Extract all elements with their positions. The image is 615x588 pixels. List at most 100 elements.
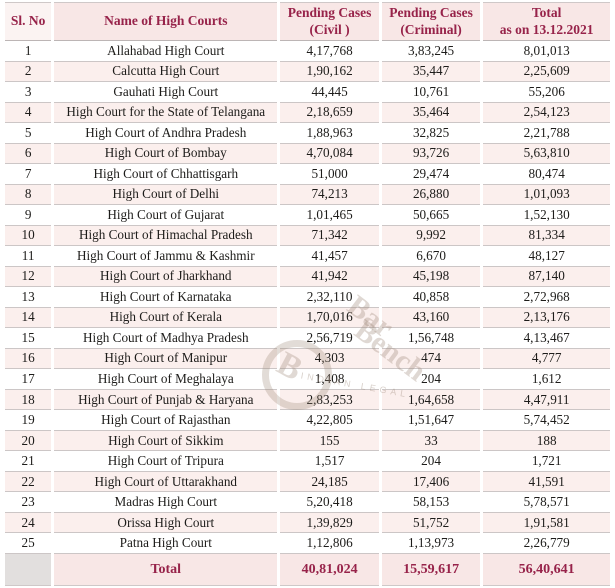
cell-sl-no: 21 (5, 451, 52, 472)
table-row: 25 Patna High Court 1,12,806 1,13,973 2,26,7… (5, 533, 610, 554)
cell-court-name: High Court of Jammu & Kashmir (54, 246, 278, 267)
header-row: Sl. No Name of High Courts Pending Cases… (5, 2, 610, 41)
cell-civil: 41,457 (280, 246, 379, 267)
total-label: Total (54, 554, 278, 586)
cell-civil: 44,445 (280, 82, 379, 103)
cell-court-name: High Court of Madhya Pradesh (54, 328, 278, 349)
cell-court-name: High Court of Bombay (54, 143, 278, 165)
cell-civil: 1,408 (280, 369, 379, 390)
cell-total: 2,25,609 (483, 61, 610, 83)
col-header-sl-no-label: Sl. No (10, 13, 46, 29)
cell-criminal: 51,752 (381, 512, 481, 534)
cell-court-name: High Court of Uttarakhand (54, 471, 278, 493)
total-civil-value: 40,81,024 (280, 554, 379, 586)
cell-criminal: 45,198 (381, 266, 481, 288)
cell-criminal: 58,153 (381, 492, 481, 513)
cell-sl-no: 1 (5, 41, 52, 62)
cell-civil: 51,000 (280, 164, 379, 185)
cell-civil: 2,56,719 (280, 328, 379, 349)
cell-civil: 1,90,162 (280, 61, 379, 83)
table-row: 16 High Court of Manipur 4,303 474 4,777 (5, 348, 610, 370)
table-row: 3 Gauhati High Court 44,445 10,761 55,206 (5, 82, 610, 103)
cell-court-name: High Court of Rajasthan (54, 410, 278, 431)
cell-criminal: 474 (381, 348, 481, 370)
cell-court-name: High Court of Meghalaya (54, 369, 278, 390)
cell-total: 2,54,123 (483, 102, 610, 124)
col-header-total: Total as on 13.12.2021 (483, 2, 610, 41)
cell-criminal: 10,761 (381, 82, 481, 103)
table-row: 10 High Court of Himachal Pradesh 71,342 9,… (5, 225, 610, 247)
cell-total: 5,74,452 (483, 410, 610, 431)
cell-court-name: Patna High Court (54, 533, 278, 554)
cell-civil: 41,942 (280, 266, 379, 288)
col-header-pending-criminal: Pending Cases (Criminal) (381, 2, 481, 41)
cell-sl-no: 23 (5, 492, 52, 513)
cell-civil: 24,185 (280, 471, 379, 493)
cell-criminal: 17,406 (381, 471, 481, 493)
cell-total: 87,140 (483, 266, 610, 288)
cell-sl-no: 18 (5, 389, 52, 411)
cell-civil: 1,12,806 (280, 533, 379, 554)
cell-sl-no: 11 (5, 246, 52, 267)
cell-sl-no: 10 (5, 225, 52, 247)
cell-total: 41,591 (483, 471, 610, 493)
cell-sl-no: 3 (5, 82, 52, 103)
cell-criminal: 35,464 (381, 102, 481, 124)
cell-court-name: High Court of Tripura (54, 451, 278, 472)
cell-court-name: Orissa High Court (54, 512, 278, 534)
cell-court-name: High Court of Chhattisgarh (54, 164, 278, 185)
cell-sl-no: 2 (5, 61, 52, 83)
table-row: 17 High Court of Meghalaya 1,408 204 1,612 (5, 369, 610, 390)
cell-sl-no: 17 (5, 369, 52, 390)
cell-court-name: High Court of Manipur (54, 348, 278, 370)
cell-total: 1,91,581 (483, 512, 610, 534)
cell-criminal: 29,474 (381, 164, 481, 185)
table-row: 11 High Court of Jammu & Kashmir 41,457 6,6… (5, 246, 610, 267)
cell-civil: 4,22,805 (280, 410, 379, 431)
cell-total: 8,01,013 (483, 41, 610, 62)
total-row: Total 40,81,024 15,59,617 56,40,641 (5, 554, 610, 586)
table-row: 13 High Court of Karnataka 2,32,110 40,858 2… (5, 287, 610, 308)
cell-court-name: Allahabad High Court (54, 41, 278, 62)
cell-total: 55,206 (483, 82, 610, 103)
cell-sl-no: 5 (5, 123, 52, 144)
cell-total: 2,13,176 (483, 307, 610, 329)
table-row: 23 Madras High Court 5,20,418 58,153 5,78,57… (5, 492, 610, 513)
cell-sl-no: 25 (5, 533, 52, 554)
cell-sl-no: 24 (5, 512, 52, 534)
cell-civil: 71,342 (280, 225, 379, 247)
cell-civil: 1,01,465 (280, 205, 379, 226)
col-header-pending-civil: Pending Cases (Civil ) (280, 2, 379, 41)
col-header-sl-no: Sl. No (5, 2, 52, 41)
cell-civil: 155 (280, 430, 379, 452)
cell-sl-no: 20 (5, 430, 52, 452)
table-row: 15 High Court of Madhya Pradesh 2,56,719 1,… (5, 328, 610, 349)
cell-civil: 5,20,418 (280, 492, 379, 513)
cell-civil: 4,70,084 (280, 143, 379, 165)
cell-total: 1,52,130 (483, 205, 610, 226)
cell-total: 2,72,968 (483, 287, 610, 308)
cell-criminal: 1,51,647 (381, 410, 481, 431)
cell-criminal: 1,64,658 (381, 389, 481, 411)
cell-sl-no: 19 (5, 410, 52, 431)
cell-criminal: 3,83,245 (381, 41, 481, 62)
cell-civil: 4,303 (280, 348, 379, 370)
cell-total: 2,26,779 (483, 533, 610, 554)
cell-civil: 1,517 (280, 451, 379, 472)
table-row: 14 High Court of Kerala 1,70,016 43,160 2,13… (5, 307, 610, 329)
cell-sl-no: 14 (5, 307, 52, 329)
table-row: 21 High Court of Tripura 1,517 204 1,721 (5, 451, 610, 472)
cell-court-name: High Court of Gujarat (54, 205, 278, 226)
cell-court-name: High Court of Himachal Pradesh (54, 225, 278, 247)
table-row: 18 High Court of Punjab & Haryana 2,83,253… (5, 389, 610, 411)
table-row: 24 Orissa High Court 1,39,829 51,752 1,91,58… (5, 512, 610, 534)
cell-criminal: 1,13,973 (381, 533, 481, 554)
cell-court-name: High Court of Jharkhand (54, 266, 278, 288)
cell-sl-no: 16 (5, 348, 52, 370)
cell-court-name: Calcutta High Court (54, 61, 278, 83)
cell-civil: 74,213 (280, 184, 379, 206)
cell-court-name: High Court of Andhra Pradesh (54, 123, 278, 144)
cell-sl-no: 4 (5, 102, 52, 124)
total-grand-value: 56,40,641 (483, 554, 610, 586)
